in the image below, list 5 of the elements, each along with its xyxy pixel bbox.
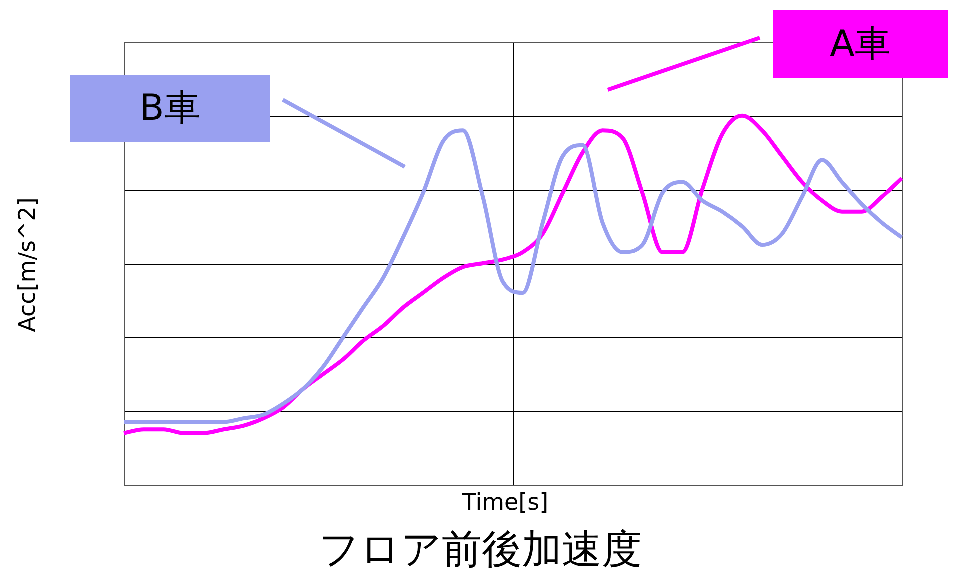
x-axis-title: Time[s] [461, 490, 550, 516]
text: フロア前後加速度 [318, 526, 643, 575]
y-axis-title: Acc[m/s^2] [15, 198, 41, 332]
text: B車 [70, 75, 270, 142]
legend-label: A車 [773, 10, 948, 78]
